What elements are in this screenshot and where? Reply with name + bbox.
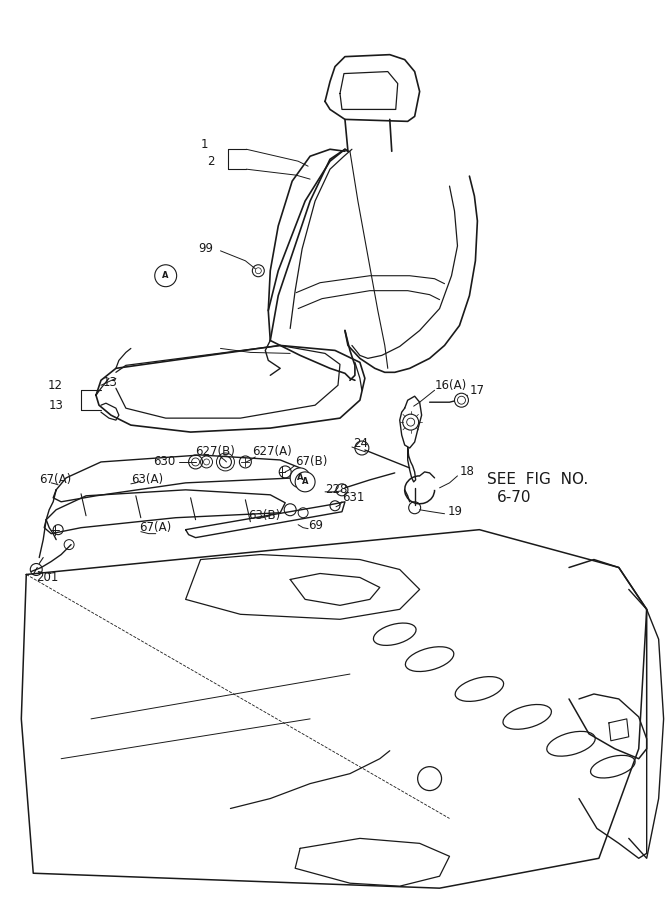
Circle shape (290, 468, 310, 488)
Text: A: A (163, 271, 169, 280)
Text: 1: 1 (201, 138, 209, 151)
Text: A: A (302, 477, 308, 486)
Text: 67(A): 67(A) (139, 521, 171, 535)
Text: 627(B): 627(B) (195, 446, 235, 458)
Text: 6-70: 6-70 (498, 491, 532, 505)
Text: 99: 99 (199, 242, 213, 256)
Text: SEE  FIG  NO.: SEE FIG NO. (488, 472, 588, 488)
Circle shape (155, 265, 177, 287)
Text: A: A (297, 473, 303, 482)
Text: 24: 24 (353, 436, 368, 449)
Text: 13: 13 (103, 376, 118, 389)
Text: 630: 630 (153, 455, 175, 469)
Text: 63(A): 63(A) (131, 473, 163, 486)
Text: 17: 17 (470, 383, 484, 397)
Circle shape (454, 393, 468, 407)
Text: 627(A): 627(A) (252, 446, 292, 458)
Text: 19: 19 (448, 505, 462, 518)
Text: 18: 18 (460, 465, 474, 479)
Text: 2: 2 (207, 155, 215, 167)
Text: 67(A): 67(A) (39, 473, 71, 486)
Text: 12: 12 (48, 379, 63, 392)
Text: 69: 69 (308, 519, 323, 532)
Text: 631: 631 (342, 491, 364, 504)
Circle shape (295, 472, 315, 491)
Text: 201: 201 (36, 571, 59, 584)
Text: 63(B): 63(B) (248, 509, 281, 522)
Text: 67(B): 67(B) (295, 455, 327, 469)
Text: 16(A): 16(A) (435, 379, 467, 392)
Text: 228: 228 (325, 483, 348, 496)
Text: 13: 13 (48, 399, 63, 411)
